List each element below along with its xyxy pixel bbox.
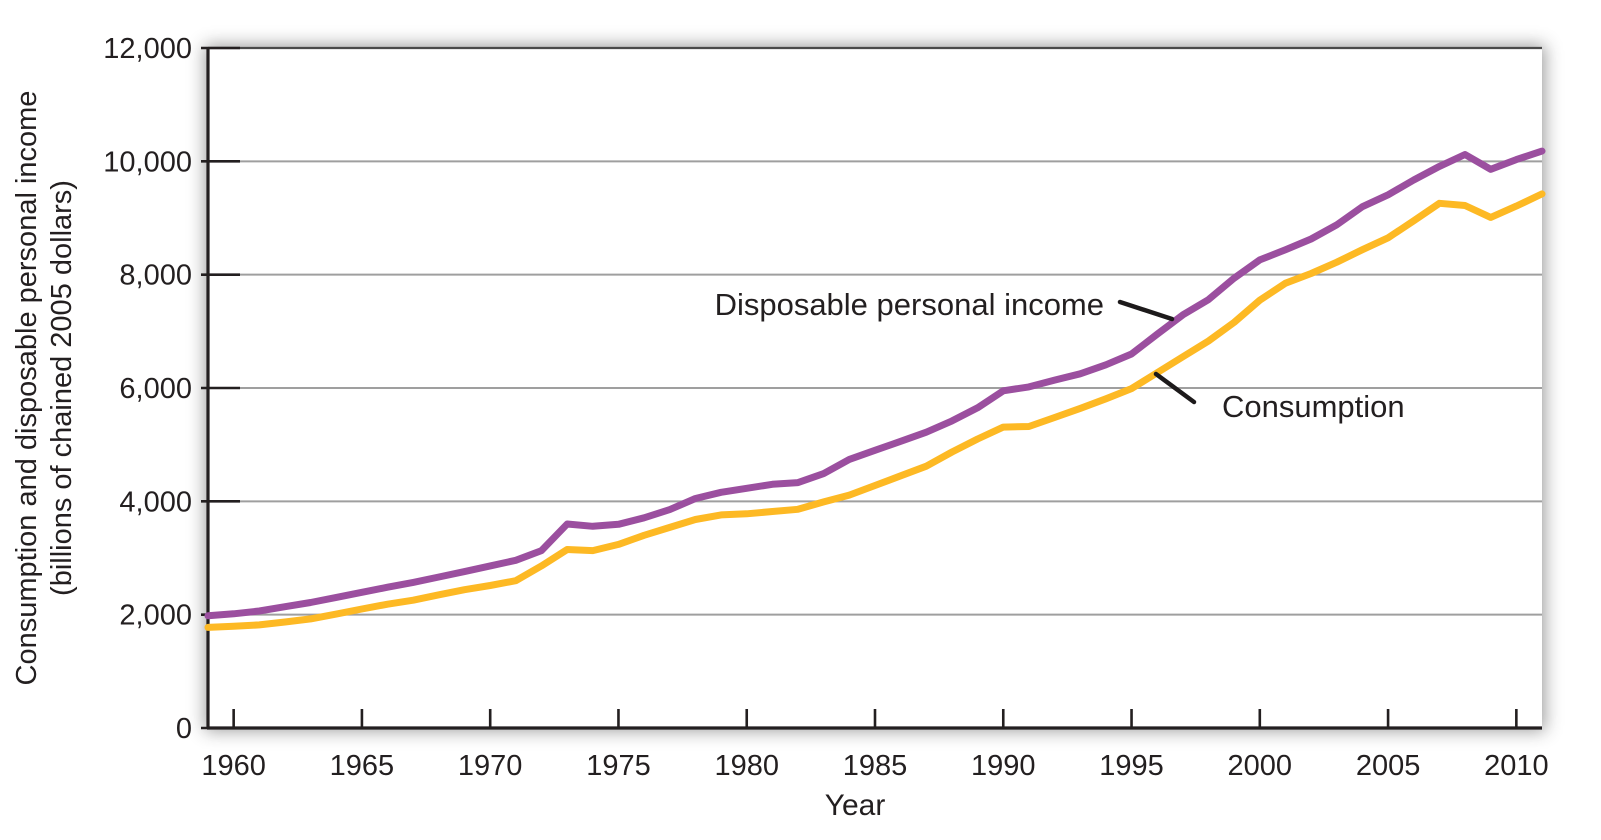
y-axis-title-line1: Consumption and disposable personal inco… (11, 91, 43, 686)
y-tick-label: 4,000 (119, 486, 192, 518)
annotation-pointer-consumption (1153, 371, 1197, 405)
x-tick-label: 2000 (1228, 750, 1293, 782)
annotation-label-consumption: Consumption (1222, 389, 1405, 424)
y-tick-label: 6,000 (119, 373, 192, 405)
x-axis-title: Year (825, 789, 886, 822)
x-tick-label: 1965 (330, 750, 395, 782)
x-tick-label: 1970 (458, 750, 523, 782)
y-tick-label: 12,000 (103, 33, 192, 65)
x-tick-label: 2005 (1356, 750, 1421, 782)
x-tick-label: 2010 (1484, 750, 1549, 782)
y-tick-label: 0 (176, 713, 192, 745)
x-tick-label: 1975 (586, 750, 651, 782)
x-tick-label: 1960 (201, 750, 266, 782)
x-tick-label: 1985 (843, 750, 908, 782)
y-axis-title-line2: (billions of chained 2005 dollars) (46, 180, 78, 596)
x-tick-label: 1980 (714, 750, 779, 782)
annotation-pointer-income (1117, 299, 1175, 322)
x-tick-label: 1995 (1099, 750, 1164, 782)
series-line-consumption (204, 190, 1546, 631)
annotation-label-income: Disposable personal income (715, 287, 1104, 322)
y-tick-label: 8,000 (119, 260, 192, 292)
x-tick-label: 1990 (971, 750, 1036, 782)
series-line-disposable-personal-income (204, 147, 1546, 620)
y-tick-label: 10,000 (103, 146, 192, 178)
y-tick-label: 2,000 (119, 600, 192, 632)
